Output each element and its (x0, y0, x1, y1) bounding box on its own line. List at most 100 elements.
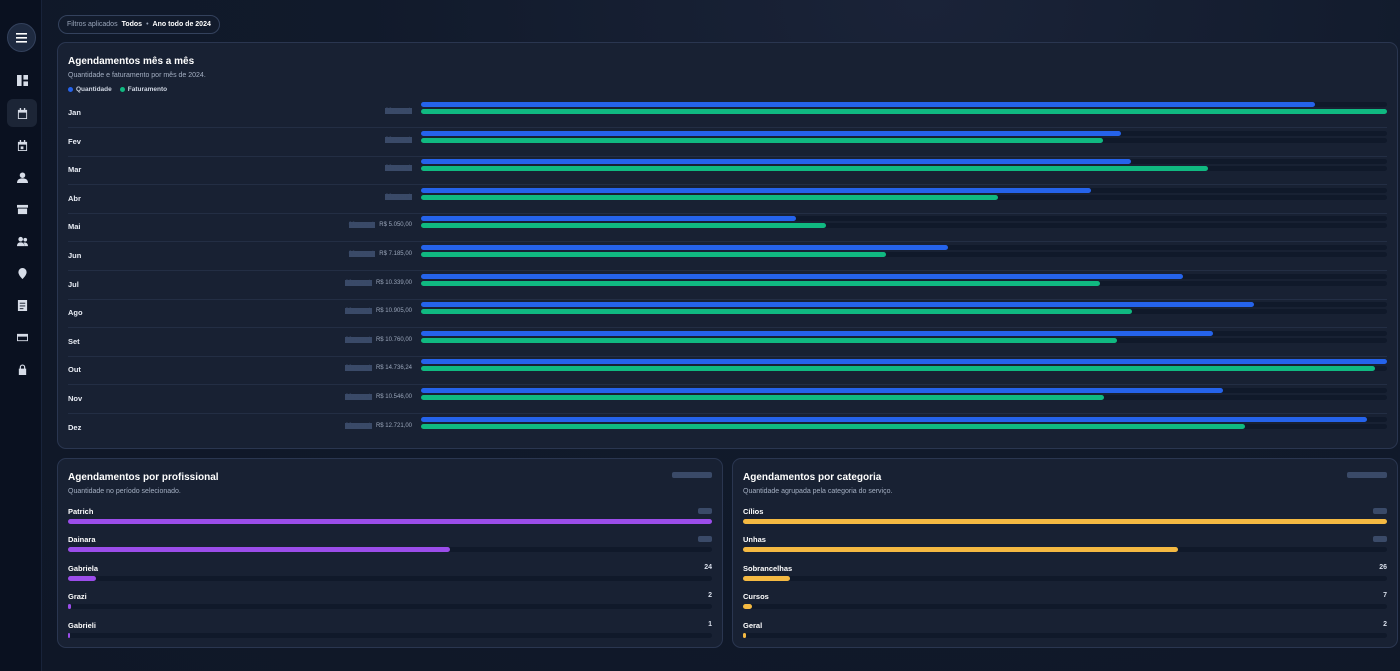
profissional-label: Patrich (68, 507, 94, 516)
month-row-mai[interactable]: Mai 00 agend. R$ 5.050,00 (68, 214, 1387, 243)
faturamento-bar-track (421, 137, 1387, 143)
faturamento-bar (421, 395, 1104, 400)
faturamento-bar (421, 309, 1132, 315)
categoria-bar (743, 604, 753, 610)
profissional-label: Grazi (68, 592, 87, 602)
nav-dashboard[interactable] (7, 66, 37, 94)
month-row-jun[interactable]: Jun 00 agend. R$ 7.185,00 (68, 243, 1387, 271)
profissional-subtitle: Quantidade no período selecionado. (68, 488, 181, 495)
categoria-count (1373, 508, 1387, 514)
redacted-count: 00 agend. (345, 394, 372, 400)
categoria-row[interactable]: Geral 2 (743, 621, 1387, 649)
month-label: Mai (68, 222, 81, 232)
quantidade-bar-track (421, 416, 1387, 422)
month-row-nov[interactable]: Nov 00 agend. R$ 10.546,00 (68, 386, 1387, 414)
month-row-fev[interactable]: Fev 00 agend. (68, 129, 1387, 157)
profissional-row[interactable]: Dainara (68, 535, 712, 563)
profissional-label: Gabriela (68, 563, 99, 573)
categoria-total-badge (1347, 472, 1387, 478)
card-icon (16, 333, 28, 341)
month-row-dez[interactable]: Dez 00 agend. R$ 12.721,00 (68, 415, 1387, 443)
month-label: Abr (68, 193, 81, 203)
categoria-count: 7 (1383, 592, 1387, 600)
nav-agendamentos[interactable] (7, 99, 37, 127)
categoria-bar (743, 519, 1387, 524)
quantidade-bar-track (421, 216, 1387, 222)
profissional-row[interactable]: Gabrieli 1 (68, 621, 712, 649)
month-faturamento-value: R$ 7.185,00 (379, 251, 412, 257)
month-label: Out (68, 365, 81, 375)
categoria-label: Geral (743, 620, 763, 630)
profissional-count: 2 (708, 592, 712, 600)
nav-agenda[interactable] (7, 131, 37, 159)
profissional-row[interactable]: Gabriela 24 (68, 564, 712, 592)
redacted-count: 00 agend. (345, 336, 372, 343)
legend-quantidade: Quantidade (68, 86, 112, 93)
categoria-row[interactable]: Unhas (743, 535, 1387, 563)
month-row-ago[interactable]: Ago 00 agend. R$ 10.905,00 (68, 300, 1387, 329)
quantidade-bar-track (421, 159, 1387, 165)
month-label: Dez (68, 422, 82, 432)
nav-seguranca[interactable] (7, 355, 37, 383)
faturamento-bar (421, 223, 826, 229)
faturamento-bar-track (421, 337, 1387, 343)
profissional-card: Agendamentos por profissional Quantidade… (57, 458, 723, 648)
faturamento-bar-track (421, 366, 1387, 372)
quantidade-bar-track (421, 388, 1387, 393)
month-row-jul[interactable]: Jul 00 agend. R$ 10.339,00 (68, 272, 1387, 300)
month-values: 00 agend. R$ 10.760,00 (338, 336, 412, 343)
month-row-mar[interactable]: Mar 00 agend. (68, 157, 1387, 186)
profissional-bar-track (68, 547, 712, 553)
monthly-title: Agendamentos mês a mês (68, 56, 195, 67)
profissional-label: Gabrieli (68, 620, 96, 630)
categoria-row[interactable]: Cílios (743, 507, 1387, 535)
report-icon (17, 299, 27, 311)
nav-local[interactable] (7, 259, 37, 287)
faturamento-bar (421, 166, 1209, 172)
profissional-bar-track (68, 575, 712, 581)
profissional-row[interactable]: Patrich (68, 507, 712, 535)
month-row-abr[interactable]: Abr 00 agend. (68, 186, 1387, 214)
categoria-row[interactable]: Sobrancelhas 26 (743, 564, 1387, 592)
quantidade-bar (421, 187, 1092, 193)
profissional-row[interactable]: Grazi 2 (68, 592, 712, 620)
faturamento-bar-track (421, 280, 1387, 286)
month-values: 00 agend. (338, 136, 412, 143)
month-values: 00 agend. (338, 193, 412, 200)
month-faturamento-value: R$ 10.546,00 (375, 394, 412, 400)
filters-pill[interactable]: Filtros aplicados Todos • Ano todo de 20… (58, 15, 220, 34)
nav-relatorios[interactable] (7, 291, 37, 319)
filter-separator: • (146, 21, 149, 28)
profissional-title: Agendamentos por profissional (68, 472, 219, 483)
month-faturamento-value: R$ 10.760,00 (375, 336, 412, 343)
legend-dot-quantidade (68, 86, 73, 92)
user-icon (16, 171, 28, 183)
month-faturamento-value: R$ 12.721,00 (375, 422, 412, 429)
nav-loja[interactable] (7, 195, 37, 223)
faturamento-bar (421, 109, 1387, 114)
menu-toggle-button[interactable] (7, 23, 36, 52)
sidebar (0, 0, 42, 671)
month-row-set[interactable]: Set 00 agend. R$ 10.760,00 (68, 329, 1387, 357)
faturamento-bar-track (421, 252, 1387, 257)
quantidade-bar-track (421, 245, 1387, 250)
month-label: Ago (68, 308, 83, 318)
faturamento-bar-track (421, 395, 1387, 400)
categoria-row[interactable]: Cursos 7 (743, 592, 1387, 620)
month-label: Jun (68, 251, 82, 260)
redacted-count: 00 agend. (385, 108, 412, 114)
nav-clientes[interactable] (7, 163, 37, 191)
month-label: Mar (68, 165, 82, 175)
location-icon (17, 267, 27, 279)
quantidade-bar (421, 302, 1254, 308)
nav-pagamentos[interactable] (7, 323, 37, 351)
faturamento-bar (421, 252, 886, 257)
profissional-bar (68, 547, 450, 553)
faturamento-bar (421, 337, 1118, 343)
categoria-subtitle: Quantidade agrupada pela categoria do se… (743, 488, 893, 495)
nav-profissionais[interactable] (7, 227, 37, 255)
month-row-jan[interactable]: Jan 00 agend. (68, 100, 1387, 128)
categoria-count: 2 (1383, 620, 1387, 628)
redacted-count: 00 agend. (345, 308, 372, 315)
month-row-out[interactable]: Out 00 agend. R$ 14.736,24 (68, 357, 1387, 386)
